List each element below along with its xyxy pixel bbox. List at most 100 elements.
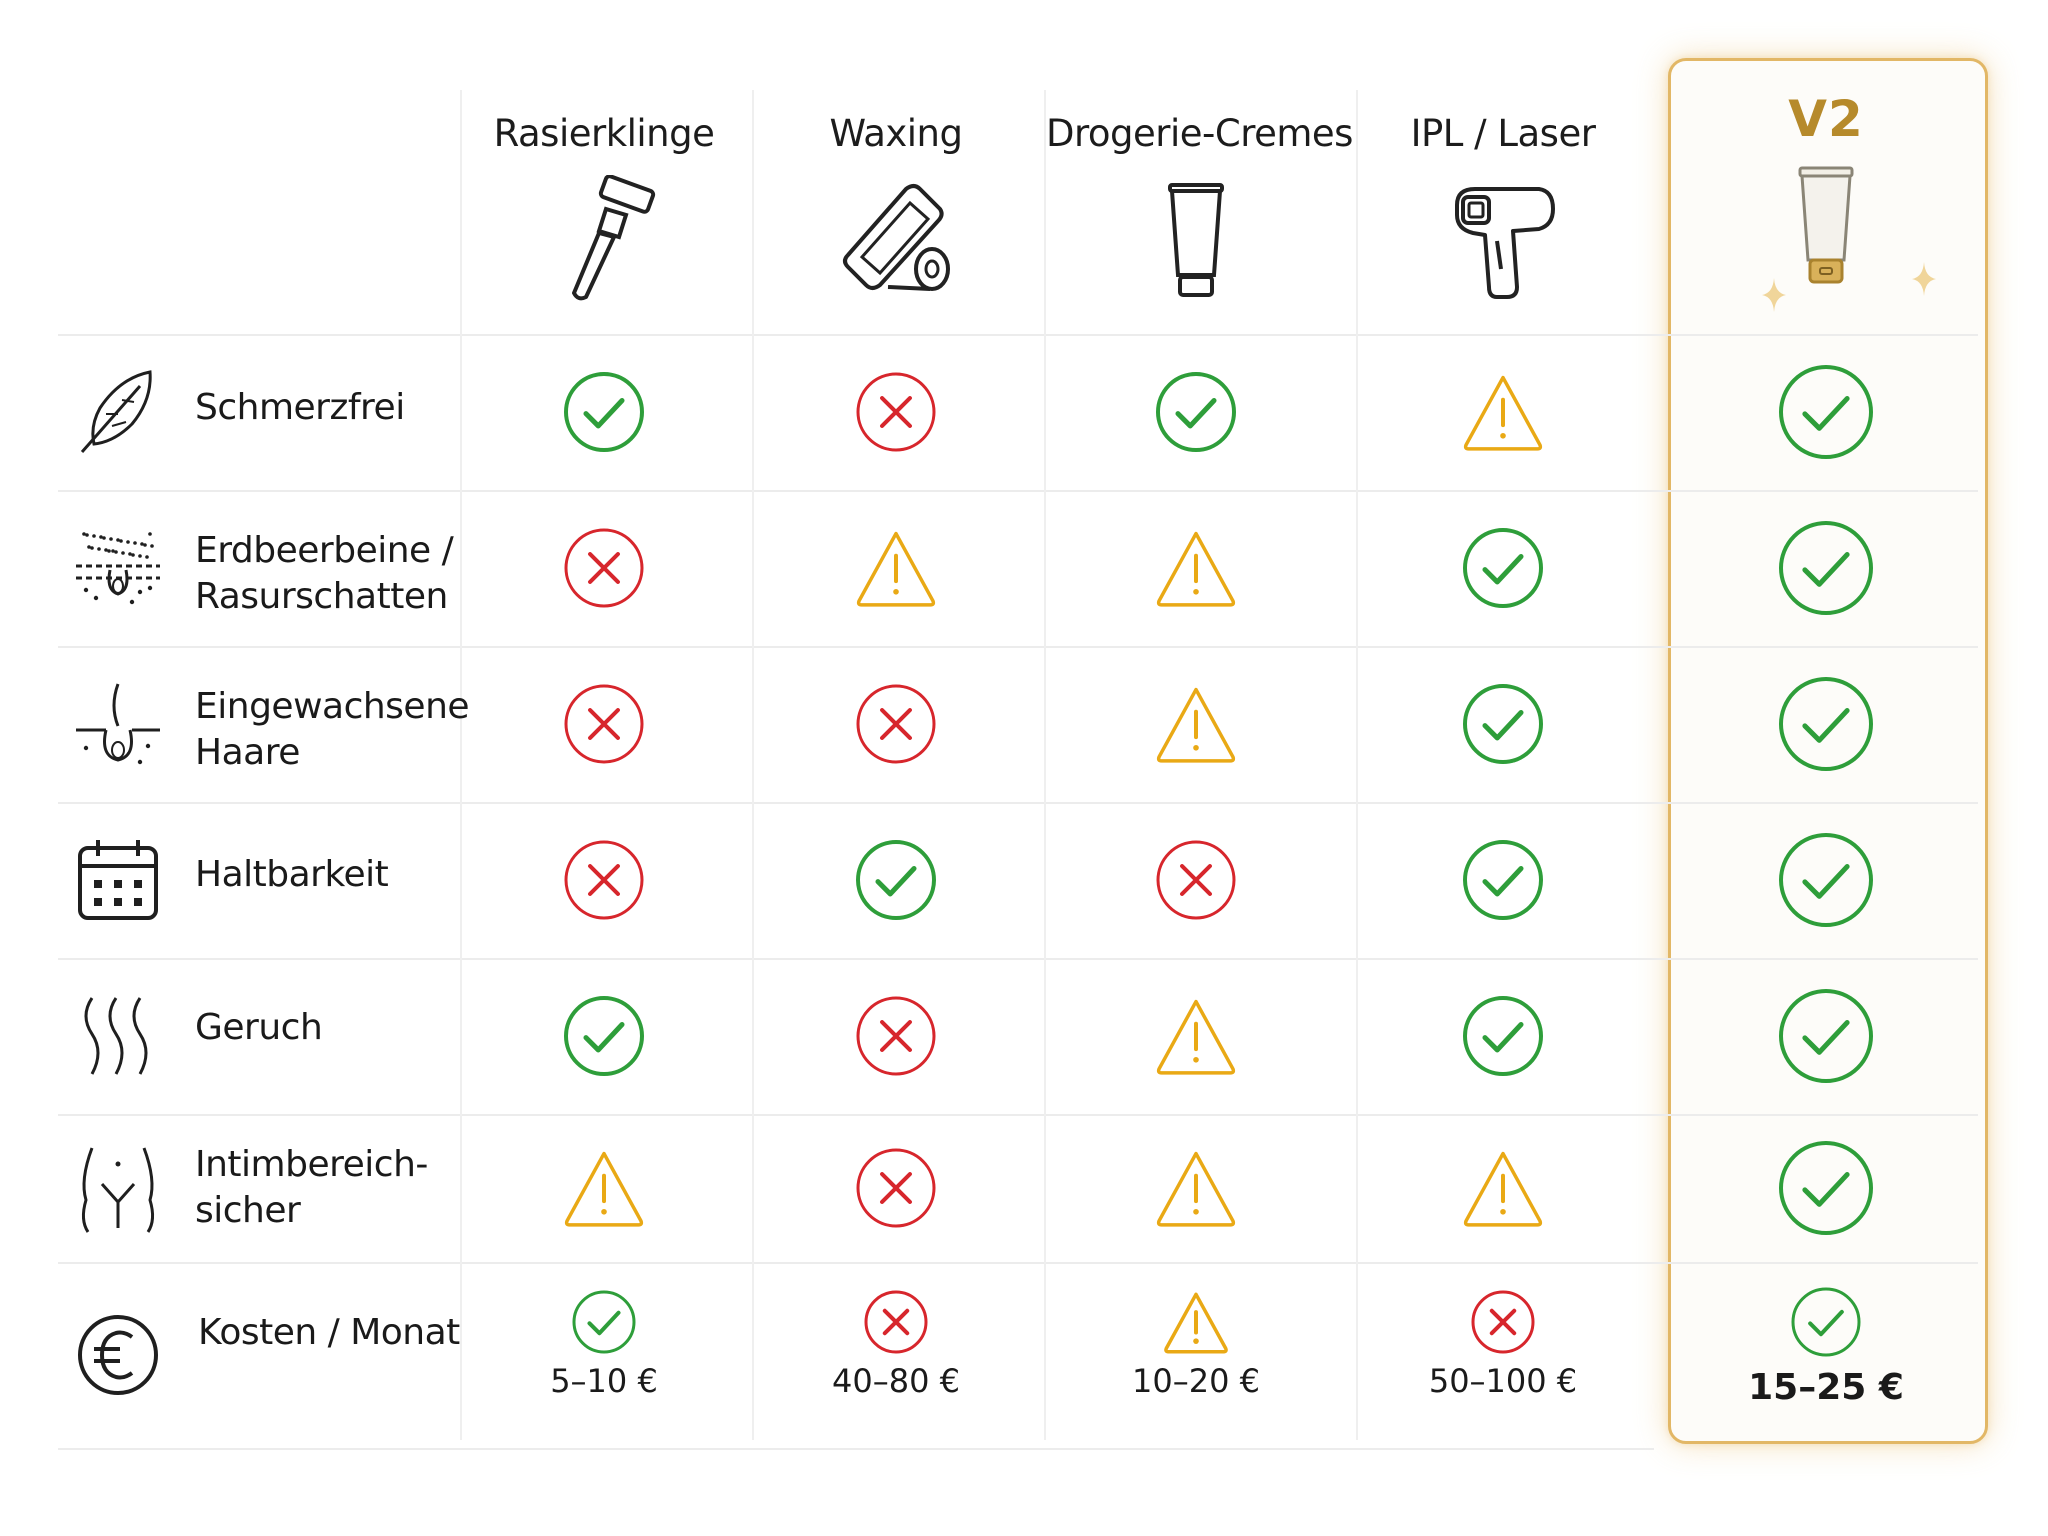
cross-icon <box>1156 840 1236 920</box>
euro-icon <box>78 1315 158 1395</box>
row-label-line1: Kosten / Monat <box>198 1312 460 1353</box>
row-label-6: Kosten / Monat <box>198 1310 460 1356</box>
warning-icon <box>1463 375 1543 451</box>
row-label-line1: Eingewachsene <box>195 686 470 727</box>
status-cross-r3-c0 <box>563 839 645 926</box>
cost-value: 10–20 € <box>1132 1362 1260 1400</box>
v2-tube-icon-wrap <box>1766 160 1886 295</box>
cross-icon <box>1471 1290 1535 1354</box>
status-cross-r0-c1 <box>855 371 937 458</box>
row-label-line1: Intimbereich- <box>195 1144 428 1185</box>
cross-icon <box>856 684 936 764</box>
status-check-r0-c4 <box>1778 364 1874 465</box>
sparkle-icon <box>1762 278 1786 312</box>
column-header-4: V2 <box>1788 90 1864 148</box>
status-cross-r4-c1 <box>855 995 937 1082</box>
check-icon <box>1463 840 1543 920</box>
row-label-0: Schmerzfrei <box>195 385 405 431</box>
check-icon <box>572 1290 636 1354</box>
check-icon <box>1779 677 1873 771</box>
check-icon <box>564 996 644 1076</box>
ipl-device-icon-wrap <box>1443 175 1563 310</box>
status-warn-r6-c2 <box>1163 1289 1229 1360</box>
cross-icon <box>564 528 644 608</box>
cost-value: 15–25 € <box>1748 1367 1904 1408</box>
status-cross-r6-c3 <box>1470 1289 1536 1360</box>
status-check-r3-c4 <box>1778 832 1874 933</box>
status-check-r0-c2 <box>1155 371 1237 458</box>
check-icon <box>1791 1287 1861 1357</box>
check-icon <box>1463 996 1543 1076</box>
check-icon <box>1779 365 1873 459</box>
euro-icon-wrap <box>70 1307 166 1408</box>
row-divider <box>58 490 1978 492</box>
odor-waves-icon <box>84 997 148 1075</box>
row-label-line1: Schmerzfrei <box>195 387 405 428</box>
check-icon <box>1779 989 1873 1083</box>
warning-icon <box>1164 1292 1228 1354</box>
cream-tube-icon-wrap <box>1136 175 1256 310</box>
sparkle-icon <box>1912 262 1936 296</box>
feather-icon-wrap <box>70 364 166 465</box>
status-check-r2-c4 <box>1778 676 1874 777</box>
row-label-line2: Haare <box>195 732 300 773</box>
check-icon <box>1779 833 1873 927</box>
warning-icon <box>1156 999 1236 1075</box>
cost-value: 40–80 € <box>832 1362 960 1400</box>
status-warn-r1-c2 <box>1155 527 1237 614</box>
cross-icon <box>564 840 644 920</box>
status-warn-r4-c2 <box>1155 995 1237 1082</box>
column-header-3: IPL / Laser <box>1410 112 1596 155</box>
check-icon <box>564 372 644 452</box>
check-icon <box>1463 528 1543 608</box>
column-header-0: Rasierklinge <box>493 112 715 155</box>
row-label-line1: Erdbeerbeine / <box>195 530 454 571</box>
cost-value: 5–10 € <box>550 1362 658 1400</box>
check-icon <box>1779 521 1873 615</box>
status-check-r1-c4 <box>1778 520 1874 621</box>
row-label-line1: Geruch <box>195 1007 323 1048</box>
row-label-line2: Rasurschatten <box>195 576 448 617</box>
status-warn-r0-c3 <box>1462 371 1544 458</box>
ingrown-hair-icon-wrap <box>70 676 166 777</box>
status-cross-r1-c0 <box>563 527 645 614</box>
status-check-r4-c4 <box>1778 988 1874 1089</box>
column-header-2: Drogerie-Cremes <box>1046 112 1353 155</box>
status-check-r6-c4 <box>1790 1286 1862 1363</box>
row-divider <box>58 1114 1978 1116</box>
row-label-2: Eingewachsene Haare <box>195 684 470 776</box>
v2-tube-icon <box>1798 166 1854 284</box>
v2-highlight-column <box>1668 58 1988 1444</box>
cross-icon <box>856 372 936 452</box>
status-warn-r5-c3 <box>1462 1147 1544 1234</box>
cross-icon <box>856 996 936 1076</box>
cross-icon <box>864 1290 928 1354</box>
cost-value: 50–100 € <box>1428 1362 1578 1400</box>
ingrown-hair-icon <box>76 683 160 765</box>
row-divider <box>58 1262 1978 1264</box>
status-check-r1-c3 <box>1462 527 1544 614</box>
check-icon <box>1156 372 1236 452</box>
status-check-r3-c3 <box>1462 839 1544 926</box>
feather-icon <box>80 370 152 453</box>
status-cross-r3-c2 <box>1155 839 1237 926</box>
column-header-1: Waxing <box>829 112 963 155</box>
row-divider <box>58 958 1978 960</box>
status-check-r5-c4 <box>1778 1140 1874 1241</box>
odor-waves-icon-wrap <box>70 988 166 1089</box>
status-cross-r2-c1 <box>855 683 937 770</box>
warning-icon <box>1156 1151 1236 1227</box>
column-divider <box>460 90 462 1440</box>
row-label-1: Erdbeerbeine / Rasurschatten <box>195 528 454 620</box>
column-divider <box>1356 90 1358 1440</box>
status-check-r4-c3 <box>1462 995 1544 1082</box>
check-icon <box>856 840 936 920</box>
status-warn-r5-c0 <box>563 1147 645 1234</box>
row-divider <box>58 334 1978 336</box>
warning-icon <box>1463 1151 1543 1227</box>
row-label-5: Intimbereich-sicher <box>195 1142 428 1234</box>
sparkle-wrap <box>1762 278 1786 317</box>
status-check-r6-c0 <box>571 1289 637 1360</box>
row-label-4: Geruch <box>195 1005 323 1051</box>
